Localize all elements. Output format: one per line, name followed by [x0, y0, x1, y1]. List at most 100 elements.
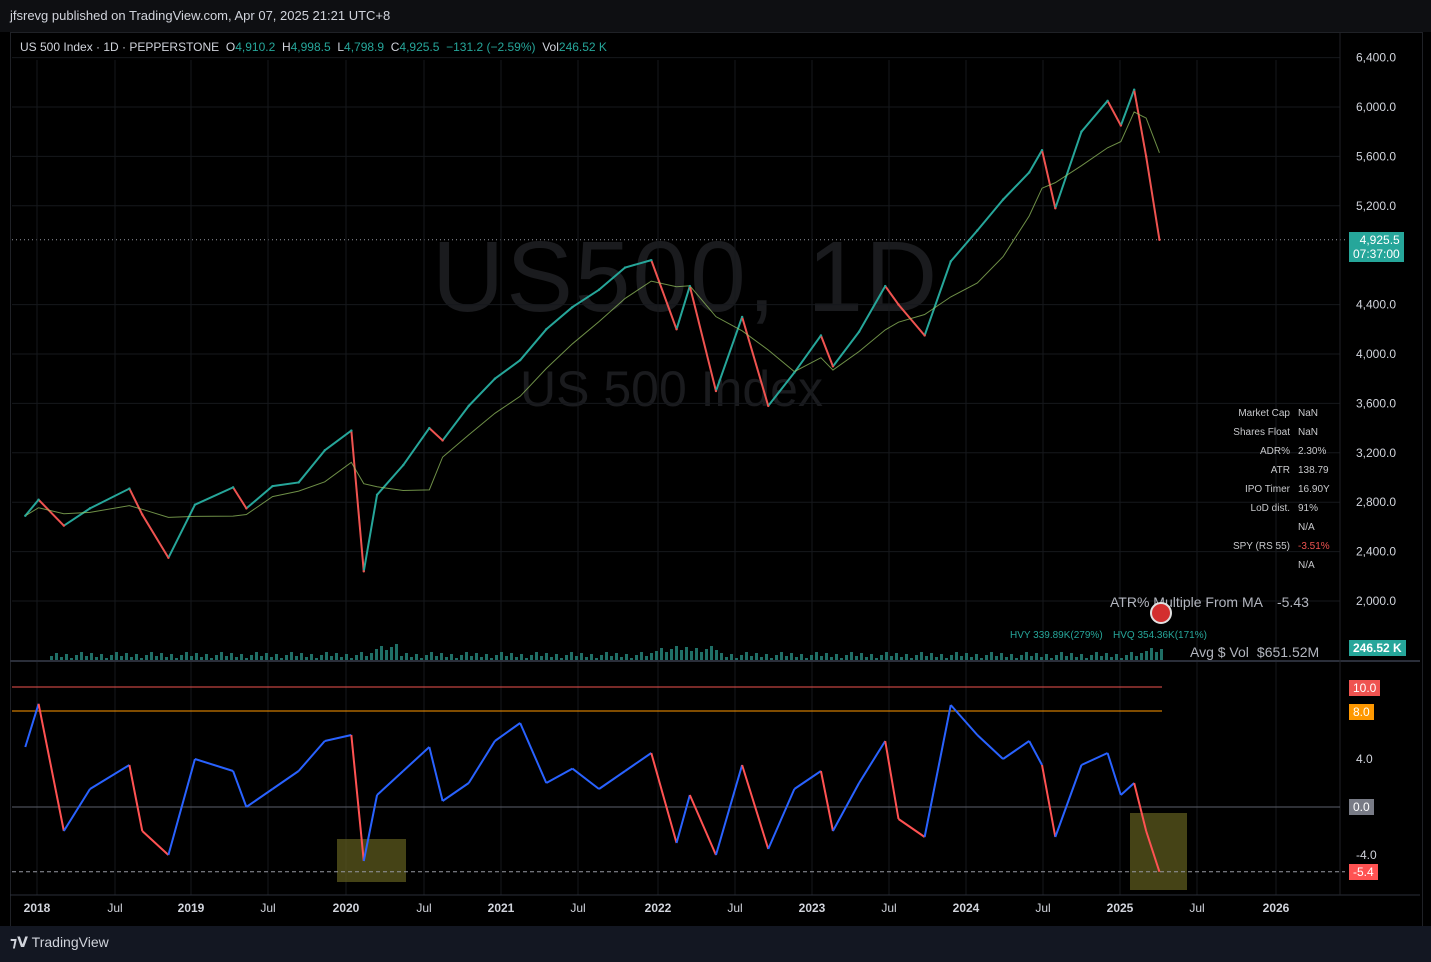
volume-bar: [220, 652, 223, 660]
oscillator-segment: [494, 722, 521, 742]
volume-bar: [260, 656, 263, 660]
volume-bar: [415, 654, 418, 660]
price-segment: [767, 371, 796, 407]
volume-bar: [410, 657, 413, 660]
price-point: [857, 330, 861, 333]
oscillator-segment: [442, 782, 470, 802]
price-segment: [832, 331, 860, 367]
price-series: [24, 88, 1161, 573]
price-point: [976, 229, 979, 232]
volume-bar: [115, 652, 118, 660]
volume-bar: [1120, 658, 1123, 660]
price-point: [88, 507, 92, 510]
price-point: [1158, 238, 1161, 241]
highlight-zone: [337, 839, 406, 882]
volume-bar: [675, 646, 678, 660]
volume-bar: [520, 654, 523, 660]
stat-value: N/A: [1298, 560, 1315, 571]
price-point: [441, 439, 444, 442]
chart-frame[interactable]: [10, 32, 1423, 927]
volume-bar: [150, 652, 153, 660]
volume-bar: [885, 652, 888, 660]
price-segment: [793, 334, 822, 374]
volume-bar: [365, 656, 368, 660]
oscillator-segment: [545, 767, 573, 784]
price-segment: [494, 359, 521, 380]
bar-countdown: 07:37:00: [1353, 247, 1400, 261]
volume-bar: [310, 654, 313, 660]
price-point: [545, 328, 548, 331]
volume-bar: [430, 652, 433, 660]
oscillator-segment: [362, 794, 379, 862]
volume-bar: [600, 655, 603, 660]
volume-bar: [715, 650, 718, 660]
price-tick-label: 6,000.0: [1356, 100, 1396, 114]
price-point: [128, 487, 131, 490]
price-segment: [376, 464, 404, 496]
legend-close-label: C: [390, 40, 400, 54]
volume-bar: [665, 652, 668, 660]
volume-bar: [1050, 658, 1053, 660]
volume-bar: [900, 657, 903, 660]
volume-bar: [130, 657, 133, 660]
oscillator-segment: [324, 734, 352, 742]
time-tick-label: Jul: [416, 901, 431, 915]
oscillator-segment: [128, 764, 144, 832]
price-point: [245, 507, 248, 510]
volume-bar: [1105, 653, 1108, 660]
oscillator-segment: [62, 788, 91, 832]
stat-row: Market Cap NaN: [1220, 408, 1342, 427]
price-segment: [428, 427, 444, 442]
price-point: [323, 449, 326, 452]
atr-multiple-label: ATR% Multiple From MA -5.43: [1110, 594, 1309, 610]
volume-bar: [360, 652, 363, 660]
volume-bar: [185, 652, 188, 660]
volume-bar: [535, 652, 538, 660]
time-tick-label: 2020: [333, 901, 360, 915]
watermark-name: US 500 Index: [520, 361, 823, 417]
stat-key: Shares Float: [1233, 427, 1290, 438]
volume-bar: [530, 655, 533, 660]
price-point: [231, 486, 235, 489]
oscillator-segment: [884, 740, 900, 820]
oscillator-segment: [271, 770, 300, 790]
oscillator-segment: [976, 734, 1004, 760]
price-segment: [24, 499, 40, 517]
stat-row: Shares Float NaN: [1220, 427, 1342, 446]
volume-bar: [475, 653, 478, 660]
volume-bar: [1140, 653, 1143, 660]
volume-bar: [240, 654, 243, 660]
price-segment: [232, 486, 248, 509]
volume-bar: [505, 656, 508, 660]
price-point: [571, 305, 574, 309]
price-segment: [1133, 89, 1148, 157]
oscillator-segment: [767, 788, 796, 850]
stat-row: ADR% 2.30%: [1220, 446, 1342, 465]
price-point: [24, 514, 27, 517]
volume-bar: [815, 652, 818, 660]
oscillator-segment: [1081, 752, 1109, 766]
price-segment: [37, 499, 65, 527]
tradingview-logo[interactable]: ⁊𝗩 TradingView: [10, 934, 109, 951]
price-tick-label: 5,200.0: [1356, 199, 1396, 213]
volume-bar: [420, 658, 423, 660]
price-segment: [1041, 150, 1057, 209]
volume-bar: [1080, 654, 1083, 660]
volume-bar: [395, 644, 398, 660]
volume-bar: [1130, 652, 1133, 660]
volume-bar: [120, 656, 123, 660]
price-point: [362, 570, 365, 573]
volume-bar: [635, 655, 638, 660]
moving-average-line: [25, 111, 1160, 518]
volume-bar: [275, 654, 278, 660]
price-tick-label: 2,800.0: [1356, 495, 1396, 509]
oscillator-segment: [1133, 782, 1148, 832]
volume-bar: [65, 654, 68, 660]
price-point: [1119, 124, 1123, 127]
hvy-label: HVY 339.89K(279%): [1010, 630, 1103, 641]
time-tick-label: Jul: [107, 901, 122, 915]
volume-bar: [960, 656, 963, 660]
symbol-legend: US 500 Index · 1D · PEPPERSTONE O4,910.2…: [20, 40, 607, 54]
us-flag-icon[interactable]: [1150, 602, 1172, 624]
